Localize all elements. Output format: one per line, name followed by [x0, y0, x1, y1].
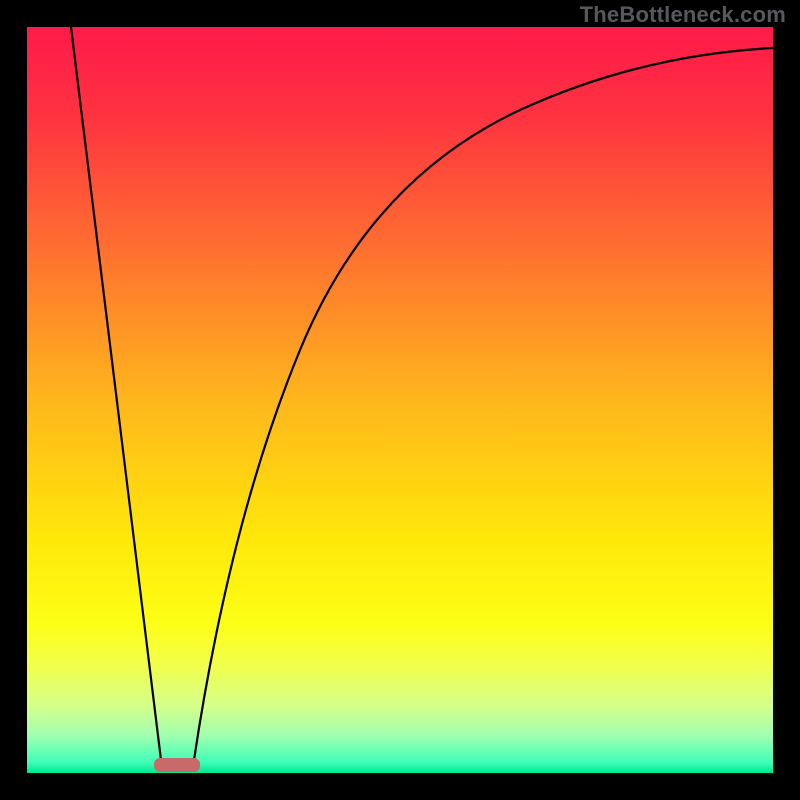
chart-container: TheBottleneck.com — [0, 0, 800, 800]
bottleneck-chart — [27, 27, 773, 773]
watermark-text: TheBottleneck.com — [580, 2, 786, 28]
optimal-range-marker — [154, 758, 200, 772]
